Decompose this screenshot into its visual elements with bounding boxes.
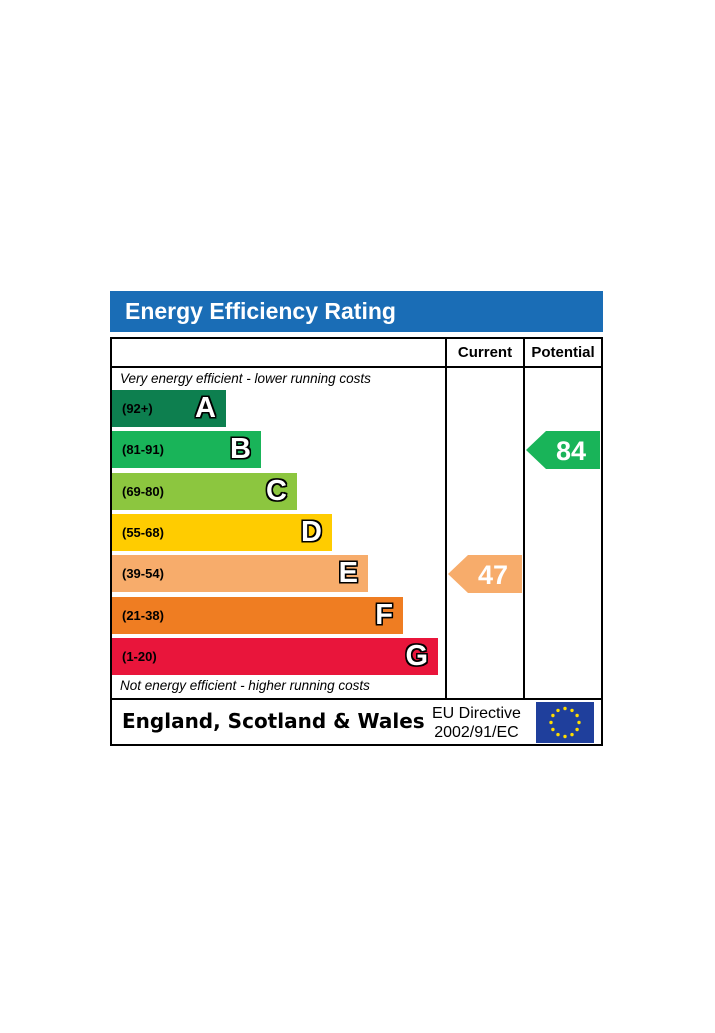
directive-line-2: 2002/91/EC (434, 724, 519, 741)
eu-flag-icon (536, 702, 594, 743)
current-column-divider (445, 339, 447, 700)
eu-star (575, 713, 579, 718)
rating-band-a: (92+) A (112, 390, 226, 427)
eu-star (556, 732, 560, 737)
rating-table: Current Potential Very energy efficient … (110, 337, 603, 746)
band-letter-label: C (266, 474, 287, 507)
eu-star (570, 708, 574, 713)
eu-star (563, 734, 567, 739)
band-letter-label: D (301, 515, 322, 548)
potential-rating-arrow: 84 (526, 431, 600, 470)
rating-band-e: (39-54) E (112, 555, 368, 593)
current-column-header: Current (457, 344, 513, 361)
band-range-label: (1-20) (122, 648, 157, 664)
footer-divider (112, 698, 601, 700)
eu-star (577, 720, 581, 725)
eu-star (556, 708, 560, 713)
rating-band-f: (21-38) F (112, 596, 403, 634)
band-range-label: (69-80) (122, 483, 164, 499)
eu-star (575, 727, 579, 732)
header-divider (112, 366, 601, 368)
band-range-label: (81-91) (122, 442, 164, 458)
region-label: England, Scotland & Wales (122, 709, 425, 733)
rating-arrow-shape (448, 555, 522, 594)
band-letter-label: F (375, 598, 393, 631)
eu-star (549, 720, 553, 725)
eu-directive: EU Directive 2002/91/EC (432, 704, 521, 742)
rating-arrow-shape (526, 431, 600, 470)
chart-title: Energy Efficiency Rating (110, 291, 603, 332)
band-range-label: (55-68) (122, 524, 164, 540)
top-note: Very energy efficient - lower running co… (120, 371, 371, 386)
rating-value-label: 47 (478, 560, 508, 590)
band-letter-label: G (405, 639, 428, 672)
current-rating-arrow: 47 (448, 555, 522, 594)
rating-band-b: (81-91) B (112, 431, 261, 469)
eu-star (563, 706, 567, 711)
band-range-label: (39-54) (122, 566, 164, 582)
rating-band-d: (55-68) D (112, 513, 332, 551)
eu-star (551, 727, 555, 732)
directive-line-1: EU Directive (432, 705, 521, 722)
potential-column-divider (523, 339, 525, 700)
potential-column-header: Potential (531, 344, 595, 361)
band-range-label: (21-38) (122, 607, 164, 623)
rating-band-g: (1-20) G (112, 637, 438, 675)
band-range-label: (92+) (122, 401, 153, 416)
band-letter-label: B (230, 433, 251, 466)
band-letter-label: E (338, 557, 358, 590)
rating-band-c: (69-80) C (112, 472, 297, 510)
eu-star (551, 713, 555, 718)
rating-value-label: 84 (556, 436, 586, 466)
eu-star (570, 732, 574, 737)
bottom-note: Not energy efficient - higher running co… (120, 678, 370, 693)
band-letter-label: A (195, 392, 216, 424)
